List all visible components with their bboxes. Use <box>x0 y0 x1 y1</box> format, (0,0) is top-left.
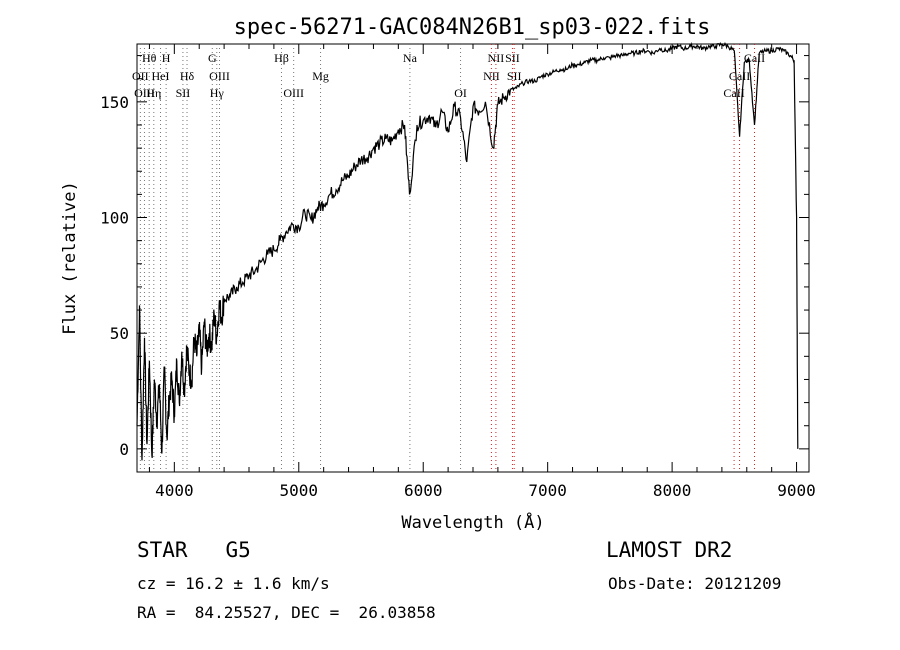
spectral-line-label: OI <box>454 86 467 100</box>
x-tick-label: 9000 <box>777 481 816 500</box>
spectral-line-label: Mg <box>312 69 329 83</box>
spectral-line-label: HeI <box>152 69 170 83</box>
spectral-line-label: SII <box>507 69 522 83</box>
spectral-line-label: Hγ <box>210 86 225 100</box>
spectral-line-label: H <box>162 51 171 65</box>
spectral-line-label: SII <box>505 51 520 65</box>
y-tick-label: 100 <box>100 209 129 228</box>
x-tick-label: 4000 <box>155 481 194 500</box>
spectral-line-label: CaII <box>729 69 750 83</box>
spectral-line-label: Hβ <box>274 51 289 65</box>
observation-date: Obs-Date: 20121209 <box>608 574 782 593</box>
spectral-line-label: Hη <box>146 86 161 100</box>
spectrum-series <box>136 41 799 461</box>
spectral-line-labels: Hθ OII OIII HeI Hη H Hδ SII G OIII Hγ Hβ OIII Mg Na OI N… <box>132 51 765 100</box>
spectral-line-label: CaII <box>723 86 744 100</box>
x-axis-label: Wavelength (Å) <box>401 511 544 533</box>
spectral-line-label: G <box>208 51 217 65</box>
spectral-line-label: NII <box>488 51 505 65</box>
redshift-value: cz = 16.2 ± 1.6 km/s <box>137 574 330 593</box>
y-tick-label: 50 <box>110 324 129 343</box>
x-tick-label: 8000 <box>653 481 692 500</box>
x-tick-label: 6000 <box>404 481 443 500</box>
object-classification: STAR G5 <box>137 538 251 562</box>
survey-name: LAMOST DR2 <box>606 538 733 562</box>
spectral-line-label: OIII <box>134 86 155 100</box>
x-tick-label: 7000 <box>528 481 567 500</box>
y-tick-label: 150 <box>100 93 129 112</box>
spectral-line-label: OII <box>132 69 149 83</box>
spectral-line-label: Na <box>403 51 418 65</box>
y-tick-label: 0 <box>119 440 129 459</box>
chart-title: spec-56271-GAC084N26B1_sp03-022.fits <box>234 15 711 40</box>
spectral-line-label: Hδ <box>180 69 195 83</box>
line-markers <box>139 44 755 472</box>
sky-coordinates: RA = 84.25527, DEC = 26.03858 <box>137 603 436 622</box>
spectral-line-label: SII <box>176 86 191 100</box>
y-axis: 0 50 100 150 <box>100 55 809 473</box>
y-axis-label: Flux (relative) <box>60 181 80 335</box>
spectral-line-label: OIII <box>283 86 304 100</box>
spectral-line-label: NII <box>483 69 500 83</box>
spectral-line-label: Hθ <box>142 51 157 65</box>
x-tick-label: 5000 <box>280 481 319 500</box>
x-axis: 4000 5000 6000 7000 8000 9000 <box>148 44 816 500</box>
spectral-line-label: OIII <box>209 69 230 83</box>
